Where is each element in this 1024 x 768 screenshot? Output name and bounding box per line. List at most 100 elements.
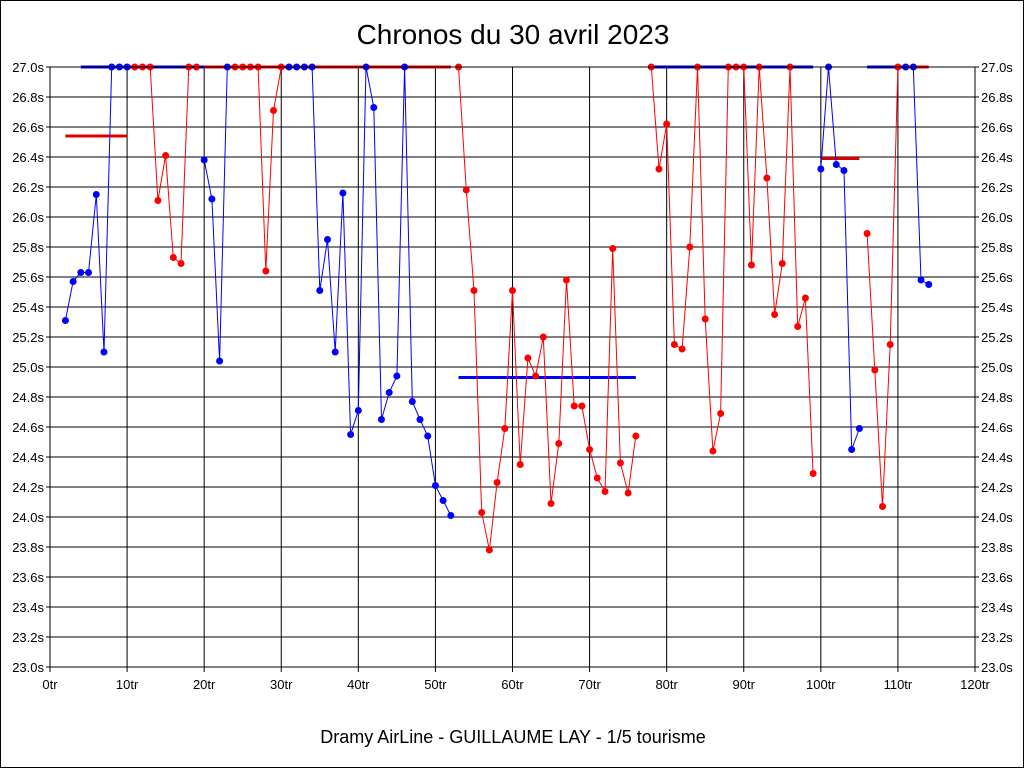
series-layer (64, 66, 930, 551)
data-point (663, 120, 671, 128)
data-point (801, 294, 809, 302)
x-tick-label: 70tr (578, 677, 601, 692)
data-point (92, 191, 100, 198)
data-point (447, 512, 455, 519)
series-line (650, 66, 814, 474)
data-point (354, 407, 362, 414)
data-point (747, 261, 755, 269)
y-tick-label-right: 24.2s (981, 480, 1013, 495)
y-tick-label-left: 25.8s (12, 240, 44, 255)
y-tick-label-right: 23.6s (981, 570, 1013, 585)
y-tick-label-left: 25.4s (12, 300, 44, 315)
data-point (778, 260, 786, 267)
data-point (917, 276, 925, 284)
data-point (624, 489, 632, 497)
y-tick-label-left: 25.2s (12, 330, 44, 345)
y-tick-label-right: 24.8s (981, 390, 1013, 405)
data-point (925, 281, 933, 288)
data-point (431, 482, 439, 489)
y-tick-labels: 23.0s 23.0s 23.2s 23.2s 23.4s 23.4s 23.6s 23.6s… (12, 60, 1013, 675)
data-point (848, 446, 856, 453)
y-tick-label-right: 26.8s (981, 90, 1013, 105)
y-tick-label-right: 23.4s (981, 600, 1013, 615)
data-point (169, 254, 177, 261)
data-point (509, 287, 516, 294)
data-point (478, 509, 486, 516)
reference-lines (65, 65, 929, 379)
x-tick-label: 120tr (960, 677, 990, 692)
data-point (162, 152, 170, 159)
data-point (586, 446, 594, 453)
data-point (817, 165, 825, 173)
y-tick-label-left: 26.2s (12, 180, 44, 195)
y-tick-label-left: 25.0s (12, 360, 44, 375)
y-tick-label-left: 23.6s (12, 570, 44, 585)
data-point (855, 425, 863, 432)
x-tick-label: 100tr (806, 677, 836, 692)
y-tick-label-left: 24.0s (12, 510, 44, 525)
x-tick-label: 10tr (116, 677, 139, 692)
y-tick-label-right: 26.2s (981, 180, 1013, 195)
y-tick-label-right: 24.6s (981, 420, 1013, 435)
data-point (771, 311, 779, 318)
data-point (863, 230, 871, 237)
y-tick-label-left: 26.4s (12, 150, 44, 165)
data-point (470, 287, 478, 294)
data-point (69, 278, 77, 285)
x-tick-label: 0tr (42, 677, 58, 692)
y-tick-label-left: 26.6s (12, 120, 44, 135)
data-point (416, 416, 424, 423)
y-tick-label-left: 25.6s (12, 270, 44, 285)
data-point (632, 432, 640, 440)
data-point (501, 425, 509, 432)
data-point (177, 260, 185, 267)
series-line (289, 66, 452, 516)
data-point (763, 174, 771, 182)
y-tick-label-left: 26.8s (12, 90, 44, 105)
series-line (866, 66, 899, 507)
data-point (270, 107, 278, 114)
data-point (532, 372, 540, 380)
y-tick-label-left: 27.0s (12, 60, 44, 75)
data-point (493, 479, 501, 486)
data-point (717, 410, 725, 417)
data-point (424, 432, 432, 440)
data-point (555, 440, 563, 447)
data-point (709, 447, 717, 455)
series-line (235, 66, 282, 272)
x-tick-label: 80tr (655, 677, 678, 692)
y-tick-label-left: 24.8s (12, 390, 44, 405)
y-tick-label-left: 23.8s (12, 540, 44, 555)
y-tick-label-left: 24.2s (12, 480, 44, 495)
y-tick-label-right: 24.4s (981, 450, 1013, 465)
data-point (593, 474, 601, 482)
y-tick-label-right: 25.6s (981, 270, 1013, 285)
data-point (316, 287, 324, 294)
data-point (85, 269, 93, 276)
data-point (539, 333, 547, 341)
data-point (516, 461, 524, 468)
x-tick-label: 90tr (733, 677, 756, 692)
data-point (809, 470, 817, 477)
x-tick-label: 20tr (193, 677, 216, 692)
data-point (886, 341, 894, 348)
data-point (331, 348, 339, 356)
data-point (871, 366, 879, 374)
chart-footer: Dramy AirLine - GUILLAUME LAY - 1/5 tour… (320, 727, 705, 747)
series-line (134, 66, 197, 265)
data-point (794, 323, 802, 330)
y-tick-label-right: 23.2s (981, 630, 1013, 645)
y-tick-label-right: 27.0s (981, 60, 1013, 75)
data-point (377, 416, 385, 423)
data-point (678, 345, 686, 353)
y-tick-label-right: 23.0s (981, 660, 1013, 675)
data-point (701, 315, 709, 323)
series-line (820, 66, 860, 450)
y-tick-label-right: 25.0s (981, 360, 1013, 375)
y-tick-label-left: 23.4s (12, 600, 44, 615)
data-point (601, 488, 609, 495)
y-tick-label-right: 24.0s (981, 510, 1013, 525)
data-point (200, 156, 208, 164)
y-tick-label-right: 23.8s (981, 540, 1013, 555)
